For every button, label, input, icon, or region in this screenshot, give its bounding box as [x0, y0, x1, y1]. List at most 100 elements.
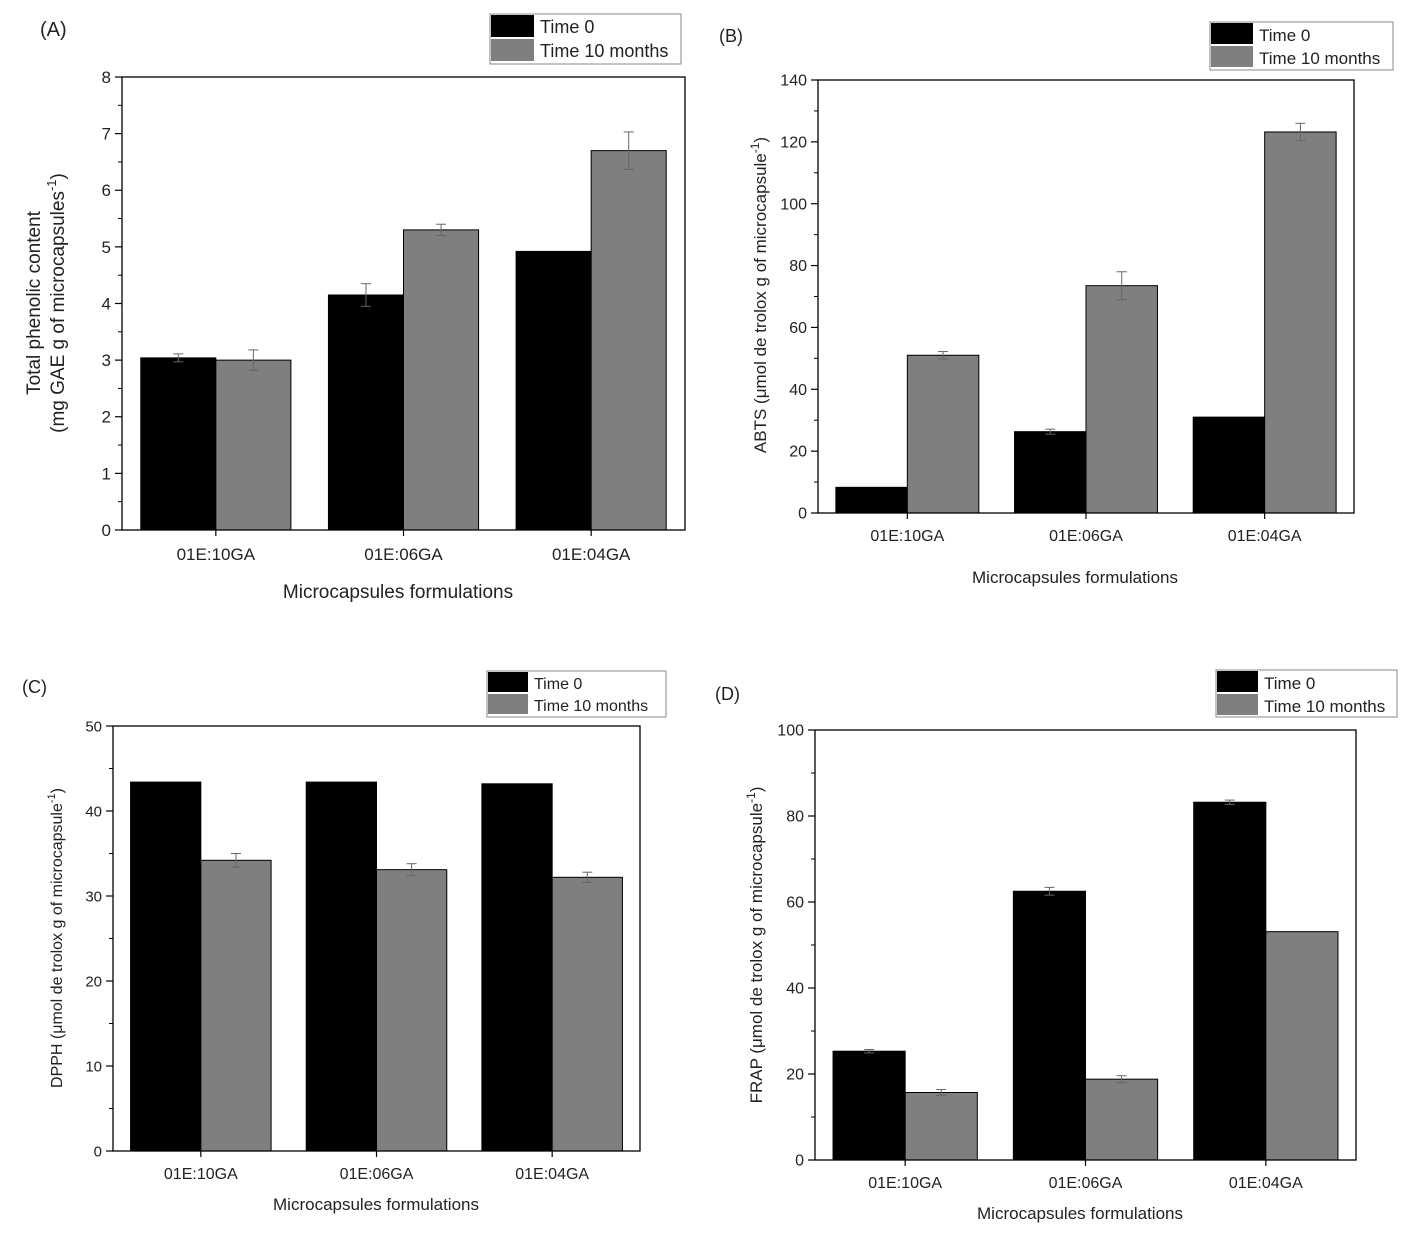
x-tick-label: 01E:06GA [340, 1166, 414, 1183]
bar-group [130, 781, 623, 1152]
x-tick-label: 01E:10GA [868, 1175, 942, 1192]
bar-time-10-months [1085, 285, 1158, 514]
y-tick-label: 40 [789, 382, 807, 399]
panel-a: (A) 0 1 2 3 4 5 6 7 8 01E:10GA 01E:06GA 01E:04GA M… [24, 13, 686, 603]
panel-d: (D) 0 20 40 60 80 100 01E:10GA 01E:06GA 01E:04G… [715, 669, 1398, 1223]
bar-time-0 [327, 294, 404, 531]
bar-time-0 [835, 486, 908, 514]
y-axis-label-line-2: (mg GAE g of microcapsules-1) [44, 173, 69, 433]
bar-time-10-months [403, 229, 480, 531]
x-axis-ticks: 01E:10GA 01E:06GA 01E:04GA [177, 530, 631, 564]
error-bar-group [230, 853, 593, 883]
y-tick-label: 30 [85, 888, 102, 905]
y-tick-label: 0 [798, 506, 807, 523]
y-tick-label: 50 [85, 718, 102, 735]
x-tick-label: 01E:06GA [1049, 1175, 1123, 1192]
bar-time-0 [1193, 801, 1267, 1161]
x-tick-label: 01E:10GA [164, 1166, 238, 1183]
legend-swatch-time-10-months [1217, 694, 1258, 715]
y-axis-ticks: 0 20 40 60 80 100 [777, 723, 815, 1170]
panel-label: (A) [40, 19, 67, 41]
y-axis-label-tail: ) [48, 173, 69, 179]
bar-time-0 [481, 783, 553, 1152]
y-tick-label: 120 [780, 134, 807, 151]
y-axis-label: DPPH (μmol de trolox g of microcapsule-1… [46, 788, 66, 1088]
legend: Time 0 Time 10 months [489, 13, 682, 65]
legend-label-time-0: Time 0 [1264, 674, 1315, 693]
x-tick-label: 01E:04GA [1229, 1175, 1303, 1192]
y-tick-label: 60 [789, 320, 807, 337]
y-tick-label: 20 [85, 973, 102, 990]
y-tick-label: 40 [786, 981, 804, 998]
bar-time-0 [305, 781, 378, 1152]
bar-time-10-months [590, 150, 667, 531]
bar-time-0 [1014, 431, 1087, 514]
y-tick-label: 2 [102, 408, 111, 427]
legend-swatch-time-0 [488, 672, 528, 692]
legend-swatch-time-0 [1211, 23, 1253, 44]
y-axis-label-tail: ) [747, 787, 766, 793]
legend-swatch-time-10-months [488, 694, 528, 714]
x-tick-label: 01E:10GA [177, 545, 256, 564]
bar-time-0 [832, 1050, 906, 1161]
legend-label-time-0: Time 0 [1259, 26, 1310, 45]
bar-time-10-months [551, 876, 623, 1152]
y-axis-ticks: 0 20 40 60 80 100 120 140 [780, 73, 818, 523]
bar-time-0 [1012, 890, 1086, 1161]
y-tick-label: 1 [102, 464, 111, 483]
bar-time-10-months [215, 359, 292, 531]
y-axis-label-text: FRAP (μmol de trolox g of microcapsule [747, 803, 766, 1103]
y-tick-label: 100 [780, 196, 807, 213]
y-axis-ticks: 0 10 20 30 40 50 [85, 718, 113, 1160]
y-axis-ticks: 0 1 2 3 4 5 6 7 8 [102, 68, 122, 540]
legend: Time 0 Time 10 months [1215, 669, 1398, 718]
x-axis-label: Microcapsules formulations [972, 568, 1178, 587]
y-tick-label: 8 [102, 68, 111, 87]
bar-time-10-months [906, 354, 980, 514]
legend-label-time-10-months: Time 10 months [1264, 697, 1385, 716]
y-tick-label: 10 [85, 1058, 102, 1075]
y-tick-label: 60 [786, 895, 804, 912]
y-axis-label-superscript: -1 [744, 792, 758, 803]
x-tick-label: 01E:06GA [1049, 528, 1123, 545]
legend-swatch-time-0 [491, 15, 534, 37]
y-tick-label: 40 [85, 803, 102, 820]
bar-time-0 [1192, 416, 1266, 514]
x-axis-ticks: 01E:10GA 01E:06GA 01E:04GA [870, 513, 1302, 545]
legend: Time 0 Time 10 months [486, 670, 667, 718]
legend-swatch-time-0 [1217, 671, 1258, 692]
x-axis-ticks: 01E:10GA 01E:06GA 01E:04GA [868, 1160, 1303, 1192]
x-axis-label: Microcapsules formulations [283, 582, 513, 603]
y-tick-label: 140 [780, 73, 807, 90]
y-tick-label: 3 [102, 351, 111, 370]
bar-time-10-months [904, 1091, 978, 1161]
y-axis-label-text: DPPH (μmol de trolox g of microcapsule [49, 803, 66, 1088]
x-axis-ticks: 01E:10GA 01E:06GA 01E:04GA [164, 1151, 589, 1183]
bar-group [140, 150, 667, 531]
x-tick-label: 01E:04GA [1228, 528, 1302, 545]
bar-time-10-months [1264, 131, 1337, 514]
bar-time-0 [130, 781, 202, 1152]
y-axis-label-text: (mg GAE g of microcapsules [48, 191, 69, 433]
error-bar-group [864, 799, 1235, 1096]
y-tick-label: 80 [789, 258, 807, 275]
error-bar-group [938, 122, 1306, 435]
panel-label: (C) [22, 677, 47, 697]
y-axis-label-line-1: Total phenolic content [24, 210, 45, 395]
y-tick-label: 80 [786, 809, 804, 826]
y-tick-label: 4 [102, 294, 111, 313]
bar-time-10-months [376, 869, 448, 1152]
y-axis-label-superscript: -1 [46, 793, 58, 803]
legend-swatch-time-10-months [1211, 46, 1253, 67]
bar-group [835, 131, 1337, 514]
bar-time-10-months [1085, 1078, 1159, 1161]
legend: Time 0 Time 10 months [1209, 21, 1394, 71]
y-tick-label: 100 [777, 723, 804, 740]
y-tick-label: 0 [102, 521, 111, 540]
y-tick-label: 0 [94, 1143, 102, 1160]
y-tick-label: 7 [102, 125, 111, 144]
y-tick-label: 5 [102, 238, 111, 257]
x-tick-label: 01E:06GA [364, 545, 443, 564]
y-axis-label-superscript: -1 [748, 142, 762, 153]
